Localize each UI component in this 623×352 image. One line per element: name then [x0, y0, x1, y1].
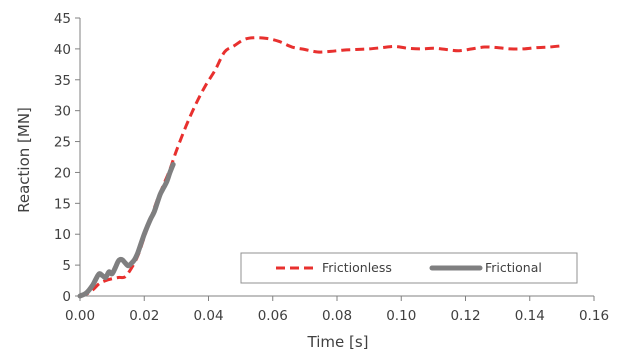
y-tick-label: 35	[54, 73, 71, 89]
x-axis-title: Time [s]	[307, 333, 369, 351]
x-tick-label: 0.06	[258, 308, 288, 324]
x-tick-label: 0.10	[386, 308, 416, 324]
legend: Frictionless Frictional	[240, 252, 578, 284]
y-tick-label: 0	[62, 289, 71, 305]
series-layer	[77, 36, 563, 299]
x-tick-label: 0.04	[193, 308, 223, 324]
y-tick-label: 45	[54, 11, 71, 27]
y-tick-label: 15	[54, 196, 71, 212]
y-tick-label: 5	[62, 258, 71, 274]
x-tick-label: 0.02	[129, 308, 159, 324]
y-tick-label: 25	[54, 135, 71, 151]
x-tick-label: 0.14	[515, 308, 545, 324]
series-line-frictional	[77, 161, 176, 299]
y-tick-label: 30	[54, 104, 71, 120]
y-axis-title: Reaction [MN]	[15, 107, 33, 213]
y-tick-label: 40	[54, 42, 71, 58]
x-tick-label: 0.08	[322, 308, 352, 324]
y-tick-labels: 0 5 10 15 20 25 30 35 40 45	[54, 11, 71, 305]
x-tick-labels: 0.00 0.02 0.04 0.06 0.08 0.10 0.12 0.14 0.16	[65, 308, 609, 324]
series-line-frictionless	[79, 36, 563, 298]
x-tick-label: 0.00	[65, 308, 95, 324]
y-tick-label: 20	[54, 165, 71, 181]
x-tick-label: 0.16	[579, 308, 609, 324]
legend-label-frictional: Frictional	[485, 260, 542, 275]
y-tick-label: 10	[54, 227, 71, 243]
x-tick-label: 0.12	[450, 308, 480, 324]
legend-label-frictionless: Frictionless	[322, 260, 392, 275]
